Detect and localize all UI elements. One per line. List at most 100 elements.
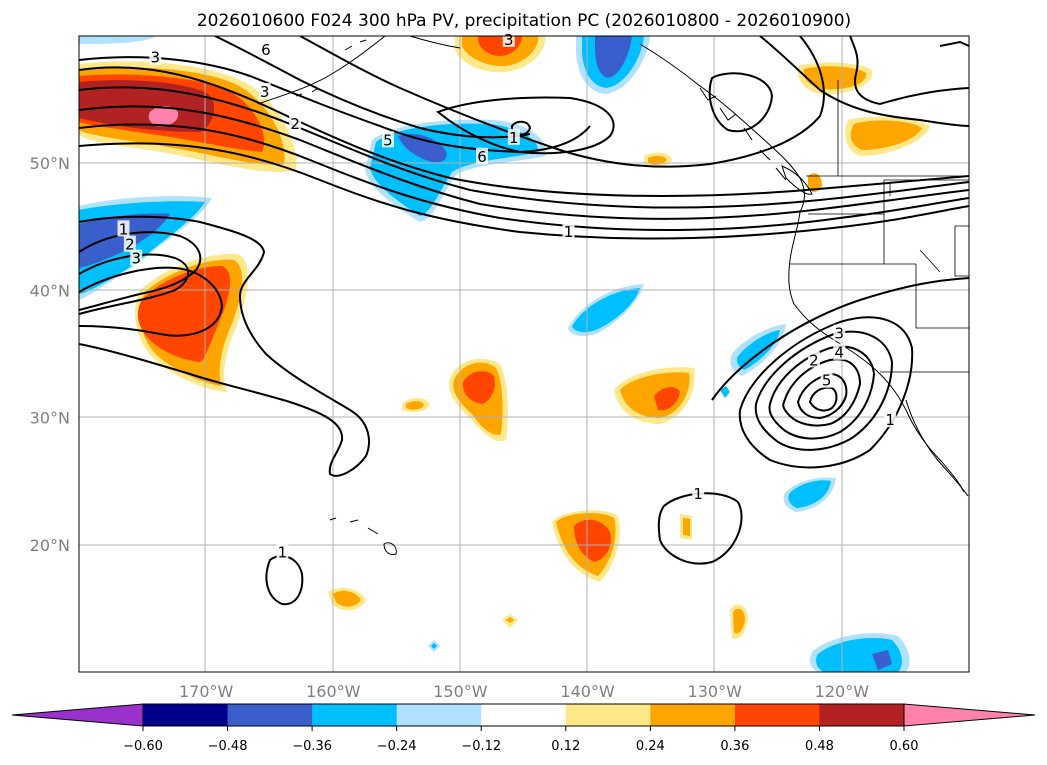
coastlines xyxy=(257,36,969,555)
x-tick-label: 170°W xyxy=(179,682,234,701)
precip-blob-positive xyxy=(850,120,922,150)
contour-label-backdrop xyxy=(258,82,271,99)
precip-blob-negative xyxy=(79,36,155,44)
contour-label: 3 xyxy=(131,250,141,268)
colorbar-tick-label: 0.12 xyxy=(551,739,580,754)
contour-label-backdrop xyxy=(502,30,515,47)
pv-contour xyxy=(79,56,591,154)
contour-label-backdrop xyxy=(289,114,302,131)
coastline xyxy=(905,409,965,493)
pv-contour xyxy=(79,105,969,220)
colorbar-swatch xyxy=(396,704,482,726)
contour-label: 1 xyxy=(693,485,703,503)
colorbar-swatch xyxy=(734,704,820,726)
pv-contour xyxy=(796,372,848,420)
contour-label: 3 xyxy=(260,83,270,101)
pv-contour xyxy=(79,123,969,232)
colorbar-tick-label: −0.24 xyxy=(377,739,417,754)
precip-blob-positive xyxy=(406,401,424,410)
contour-label: 3 xyxy=(835,325,845,343)
contour-label-backdrop xyxy=(259,40,272,57)
coastline xyxy=(781,165,813,195)
pv-contour xyxy=(79,86,969,209)
contour-label: 6 xyxy=(477,148,487,166)
contour-label: 3 xyxy=(504,31,514,49)
colorbar-tick-label: 0.48 xyxy=(805,739,834,754)
coastline xyxy=(295,39,367,97)
x-tick-label: 120°W xyxy=(815,682,870,701)
x-tick-label: 150°W xyxy=(433,682,488,701)
pv-contour xyxy=(79,253,190,315)
precip-blob-negative xyxy=(788,480,831,508)
precip-blob-positive xyxy=(683,518,690,536)
state-border xyxy=(837,80,969,373)
contour-label: 2 xyxy=(809,351,819,369)
colorbar-swatch xyxy=(565,704,651,726)
contour-label-backdrop xyxy=(807,351,820,368)
contour-label-backdrop xyxy=(476,147,489,164)
pv-contour xyxy=(657,492,743,565)
contour-label-backdrop xyxy=(833,343,846,360)
pv-contour xyxy=(79,231,202,311)
colorbar-tick-label: −0.12 xyxy=(461,739,501,754)
contour-label-backdrop xyxy=(884,411,897,428)
y-tick-label: 40°N xyxy=(30,281,70,300)
precip-blob-negative xyxy=(398,134,447,163)
pv-contour xyxy=(849,36,881,105)
coastline xyxy=(409,36,461,49)
colorbar-extend-low xyxy=(11,703,144,727)
colorbar-swatch xyxy=(312,704,398,726)
x-tick-label: 130°W xyxy=(688,682,743,701)
precip-blob-positive xyxy=(462,371,495,404)
precip-blob-negative xyxy=(720,386,730,398)
x-tick-label: 140°W xyxy=(560,682,615,701)
colorbar-swatch xyxy=(819,704,905,726)
contour-label-backdrop xyxy=(117,220,130,237)
state-border xyxy=(790,175,969,329)
contour-label: 5 xyxy=(383,131,393,149)
pv-contour xyxy=(782,358,862,427)
precip-blob-positive xyxy=(808,173,822,192)
coastline xyxy=(329,517,397,555)
pv-contour xyxy=(754,330,894,451)
pv-contour xyxy=(79,266,224,337)
contour-label-backdrop xyxy=(381,131,394,148)
contour-label: 5 xyxy=(822,372,832,390)
contour-label-backdrop xyxy=(149,48,162,65)
graticule xyxy=(79,36,969,672)
coastline xyxy=(788,211,907,411)
pv-contour xyxy=(738,316,914,469)
contour-label: 2 xyxy=(290,115,300,133)
pv-contour xyxy=(939,40,969,47)
pv-contour xyxy=(808,386,838,412)
colorbar-swatch xyxy=(143,704,229,726)
pv-contour xyxy=(708,72,774,133)
precip-blob-positive xyxy=(648,155,667,165)
axis-tick-labels: 170°W 160°W 150°W 140°W 130°W 120°W 20°N 30°N 40… xyxy=(30,154,870,701)
map-area xyxy=(79,36,969,672)
contour-label-backdrop xyxy=(820,371,833,388)
coastline xyxy=(905,399,969,497)
contour-label-backdrop xyxy=(692,484,705,501)
x-tick-label: 160°W xyxy=(306,682,361,701)
contour-label-backdrop xyxy=(562,222,575,239)
contour-label: 6 xyxy=(261,41,271,59)
contour-label: 1 xyxy=(564,223,574,241)
pv-contour xyxy=(79,66,969,197)
colorbar-tick-labels: −0.60 −0.48 −0.36 −0.24 −0.12 0.12 0.24 0.36 0.4… xyxy=(123,726,918,754)
contour-label: 1 xyxy=(278,543,288,561)
contour-label-backdrop xyxy=(833,324,846,341)
contour-label-backdrop xyxy=(123,235,136,252)
pv-contour xyxy=(299,36,825,168)
contour-label: 4 xyxy=(835,344,845,362)
precip-blob-negative xyxy=(872,650,892,670)
colorbar-extend-high xyxy=(903,703,1036,727)
precip-blob-positive xyxy=(733,608,745,634)
contour-label: 1 xyxy=(509,129,519,147)
pv-contour xyxy=(759,36,969,127)
precip-blob-positive xyxy=(333,590,361,607)
colorbar-tick-label: −0.60 xyxy=(123,739,163,754)
pv-contour xyxy=(436,96,615,155)
